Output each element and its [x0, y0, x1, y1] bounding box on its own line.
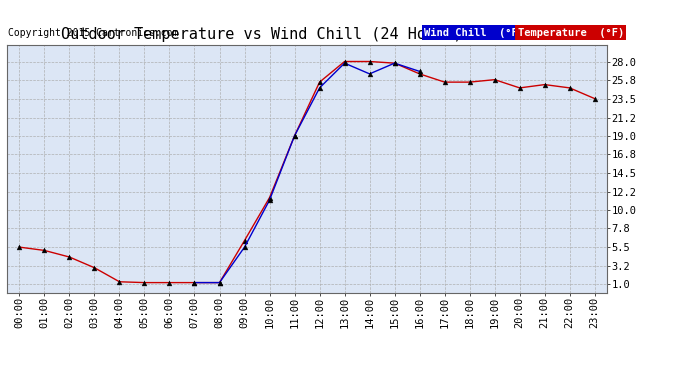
Text: Temperature  (°F): Temperature (°F)	[518, 28, 624, 38]
Text: Wind Chill  (°F): Wind Chill (°F)	[424, 28, 524, 38]
Title: Outdoor Temperature vs Wind Chill (24 Hours)  20150306: Outdoor Temperature vs Wind Chill (24 Ho…	[61, 27, 553, 42]
Text: Copyright 2015 Cartronics.com: Copyright 2015 Cartronics.com	[8, 28, 179, 38]
